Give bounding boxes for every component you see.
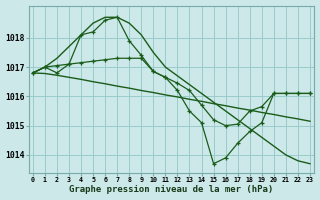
X-axis label: Graphe pression niveau de la mer (hPa): Graphe pression niveau de la mer (hPa) xyxy=(69,185,274,194)
